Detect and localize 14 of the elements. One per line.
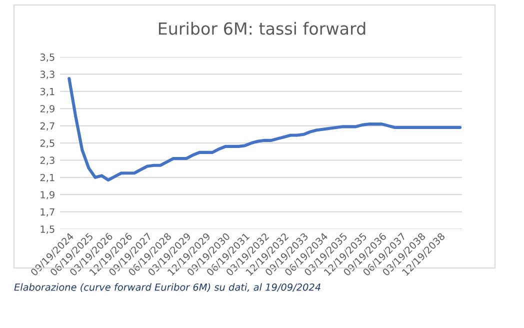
y-tick-label: 1,5: [40, 226, 54, 234]
text: Elaborazione (curve forward Euribor 6M) su dati, al 19/09/2024: [14, 283, 320, 292]
y-tick-label: 2,3: [40, 156, 54, 166]
line-series: [68, 76, 462, 182]
y-tick-label: 3,5: [40, 53, 54, 62]
y-tick-label: 1,9: [40, 191, 54, 200]
y-tick-label: 2,5: [40, 139, 54, 148]
y-tick-label: 3,3: [40, 70, 54, 80]
y-tick-label: 1,7: [40, 208, 54, 217]
y-tick-label: 2,1: [40, 174, 54, 182]
chart-title: Euribor 6M: tassi forward: [158, 22, 366, 35]
y-tick-label: 2,7: [40, 122, 54, 131]
y-tick-label: 3,1: [40, 88, 54, 96]
y-tick-label: 2,9: [40, 105, 54, 114]
